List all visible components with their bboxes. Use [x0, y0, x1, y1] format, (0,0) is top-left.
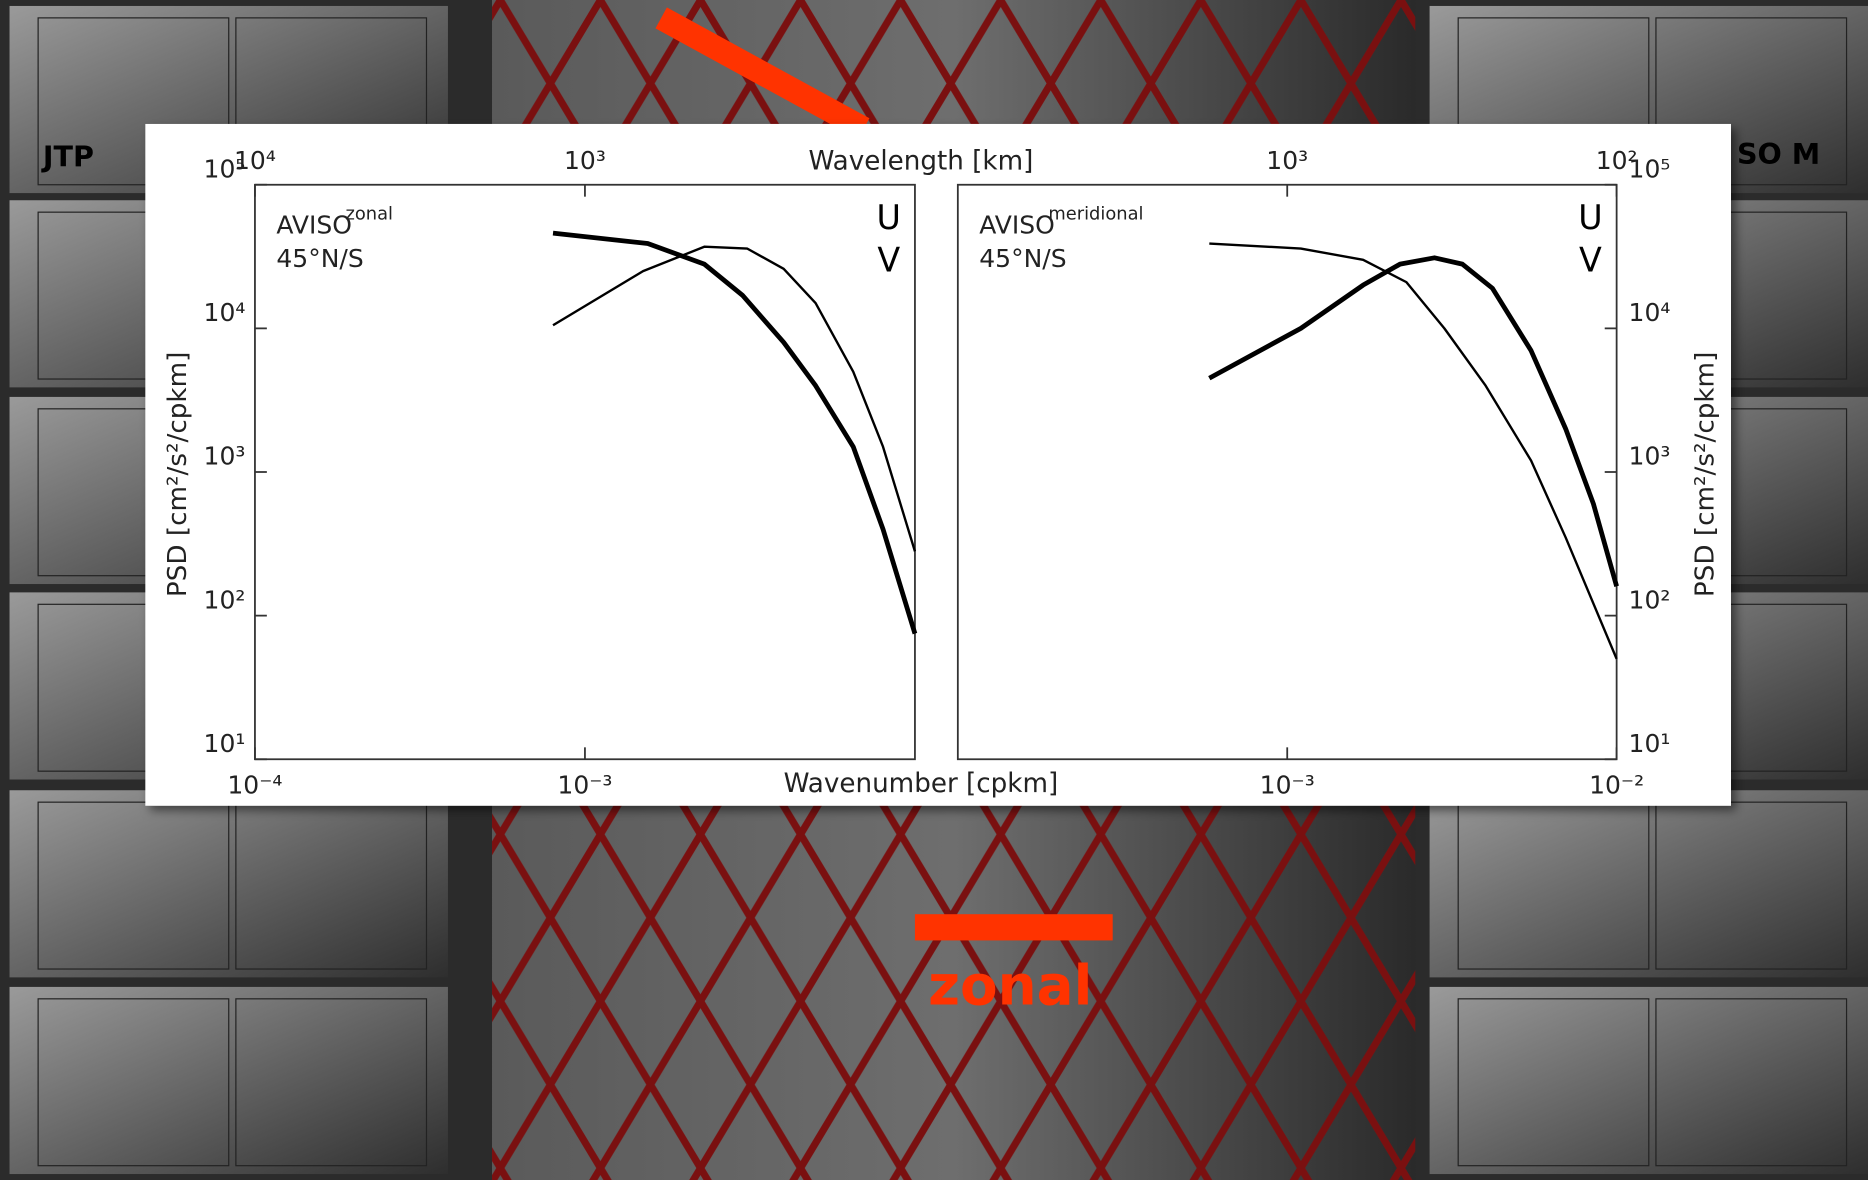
- x2-tick-label: 10²: [1596, 146, 1638, 175]
- y-axis-title: PSD [cm²/s²/cpkm]: [163, 352, 193, 597]
- highlight-label: zonal: [928, 953, 1092, 1017]
- region-label: 45°N/S: [276, 244, 363, 273]
- y-tick-label: 10²: [204, 585, 246, 614]
- y-tick-label: 10³: [204, 442, 246, 471]
- y-tick-label: 10⁴: [204, 298, 246, 327]
- thumbnail-frame: [1655, 998, 1848, 1167]
- dataset-label: AVISO: [979, 210, 1055, 239]
- series-line: [552, 230, 918, 635]
- legend-entry: U: [877, 198, 901, 237]
- y-tick-label: 10⁴: [1629, 298, 1671, 327]
- y-tick-label: 10³: [1629, 442, 1671, 471]
- left-label: JTP: [41, 140, 94, 174]
- thumbnail-frame: [235, 998, 428, 1167]
- thumbnail-frame: [1655, 17, 1848, 186]
- red-bar: [914, 914, 1113, 941]
- series-line: [1208, 255, 1619, 587]
- x-axis-title: Wavenumber [cpkm]: [784, 769, 1059, 799]
- thumbnail-frame: [37, 998, 230, 1167]
- x2-tick-label: 10³: [564, 146, 606, 175]
- series-line: [1209, 242, 1618, 660]
- y-axis-title: PSD [cm²/s²/cpkm]: [1690, 352, 1720, 597]
- x2-tick-label: 10³: [1266, 146, 1308, 175]
- chart-panel: [145, 123, 1731, 806]
- y-tick-label: 10¹: [204, 729, 246, 758]
- x-tick-label: 10⁻²: [1589, 771, 1644, 800]
- x-tick-label: 10⁻³: [557, 771, 612, 800]
- right-label: SO M: [1737, 137, 1820, 171]
- thumbnail-frame: [1655, 801, 1848, 970]
- component-label: meridional: [1048, 204, 1143, 225]
- dataset-label: AVISO: [276, 210, 352, 239]
- thumbnail-frame: [1457, 998, 1650, 1167]
- x-tick-label: 10⁻³: [1260, 771, 1315, 800]
- legend-entry: V: [1579, 241, 1602, 280]
- x2-tick-label: 10⁴: [234, 146, 276, 175]
- thumbnail-frame: [37, 801, 230, 970]
- legend-entry: V: [877, 241, 900, 280]
- legend-entry: U: [1578, 198, 1602, 237]
- thumbnail-frame: [37, 17, 230, 186]
- y-tick-label: 10⁵: [1629, 154, 1671, 183]
- x-tick-label: 10⁻⁴: [227, 771, 282, 800]
- y-tick-label: 10⁵: [204, 154, 246, 183]
- red-line: [655, 7, 870, 140]
- y-tick-label: 10¹: [1629, 729, 1671, 758]
- region-label: 45°N/S: [979, 244, 1066, 273]
- series-line: [552, 245, 917, 552]
- y-tick-label: 10²: [1629, 585, 1671, 614]
- component-label: zonal: [345, 204, 393, 225]
- x2-axis-title: Wavelength [km]: [808, 147, 1033, 177]
